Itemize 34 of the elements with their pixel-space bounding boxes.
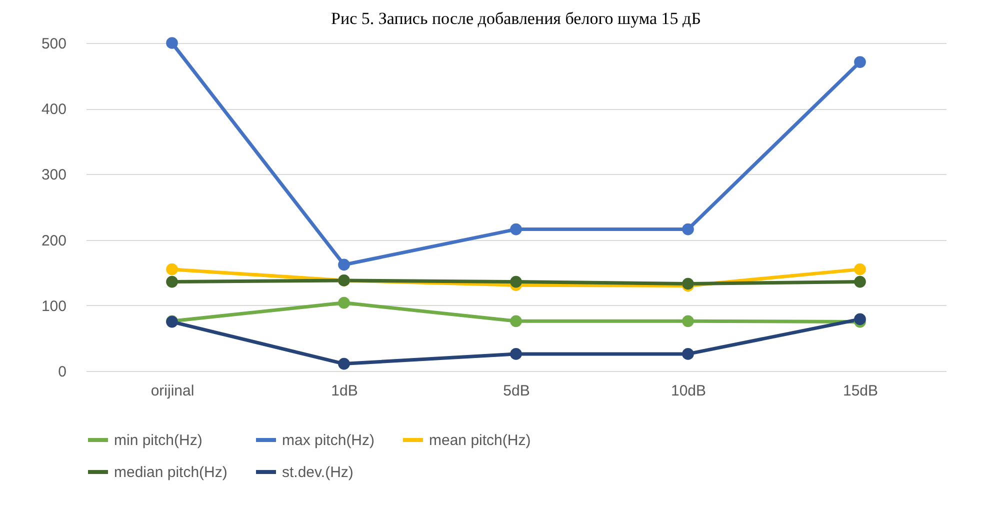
x-tick-label: 5dB: [503, 382, 530, 400]
point: [854, 56, 866, 68]
point: [854, 263, 866, 276]
y-tick-label: 100: [41, 298, 66, 315]
chart-title: Рис 5. Запись после добавления белого шума 15 дБ: [331, 9, 701, 28]
point: [338, 258, 350, 271]
point: [510, 223, 522, 236]
point: [682, 315, 694, 328]
y-tick-label: 400: [41, 101, 66, 118]
legend-label: min pitch(Hz): [114, 432, 202, 449]
x-tick-label: 15dB: [842, 382, 878, 400]
y-tick-label: 200: [41, 232, 66, 250]
x-tick-label: 10dB: [670, 382, 706, 400]
point: [338, 358, 350, 370]
point: [682, 223, 694, 236]
legend-label: mean pitch(Hz): [429, 432, 531, 449]
y-tick-label: 0: [58, 364, 66, 380]
x-tick-label: orijinal: [150, 382, 194, 400]
legend-label: st.dev.(Hz): [282, 464, 354, 481]
point: [166, 276, 178, 288]
legend-label: max pitch(Hz): [282, 432, 375, 449]
y-tick-label: 500: [41, 36, 66, 52]
point: [854, 313, 866, 326]
point: [682, 348, 694, 360]
y-tick-label: 300: [41, 166, 66, 184]
point: [854, 276, 866, 288]
point: [510, 315, 522, 328]
legend-label: median pitch(Hz): [114, 464, 228, 481]
point: [166, 263, 178, 276]
point: [510, 276, 522, 288]
point: [166, 37, 178, 49]
point: [338, 296, 350, 309]
point: [510, 348, 522, 360]
x-tick-label: 1dB: [331, 382, 358, 400]
